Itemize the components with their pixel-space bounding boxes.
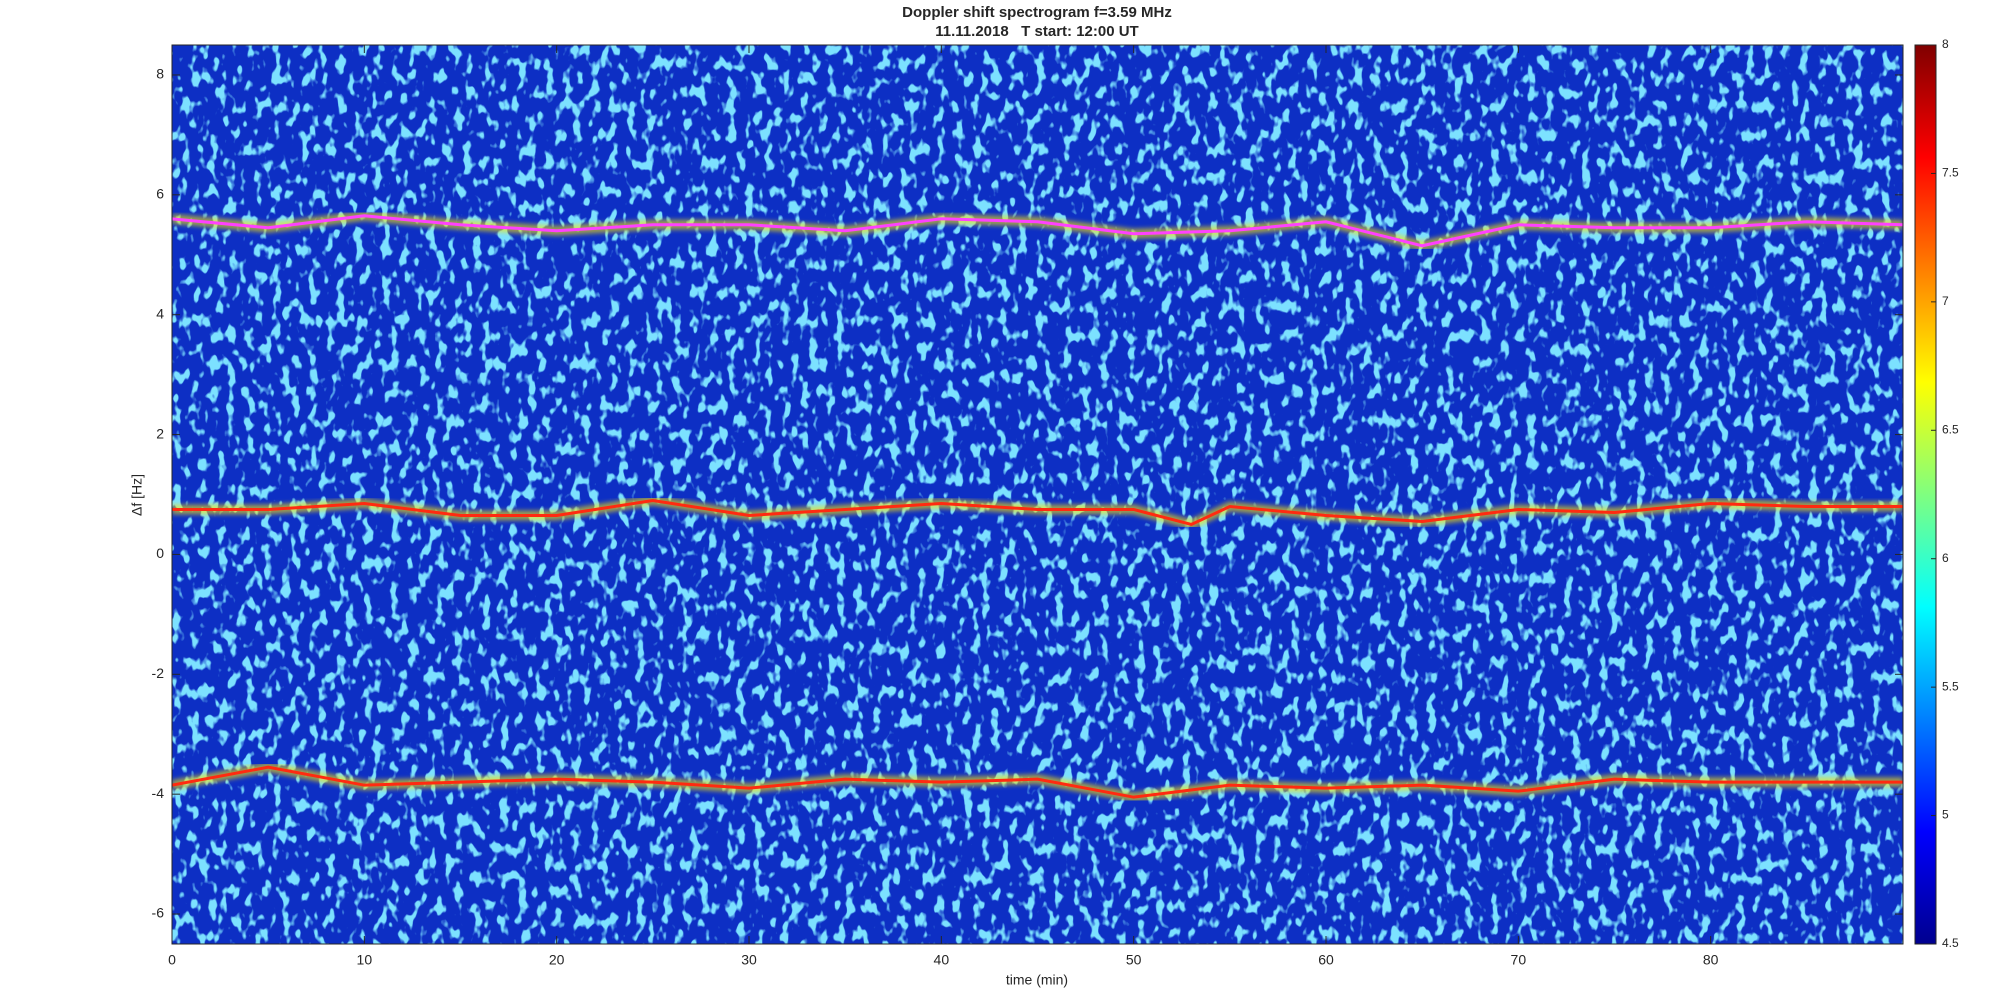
trace-line — [172, 214, 1903, 248]
x-tick-label: 40 — [934, 952, 950, 968]
y-tick-label: -4 — [152, 785, 165, 801]
chart-subtitle: 11.11.2018 T start: 12:00 UT — [935, 23, 1138, 40]
x-tick-label: 10 — [357, 952, 373, 968]
y-tick-label: 6 — [156, 186, 164, 202]
x-tick-label: 30 — [741, 952, 757, 968]
y-axis-label: Δf [Hz] — [129, 474, 145, 516]
x-tick-label: 60 — [1318, 952, 1334, 968]
colorbar-tick-label: 7 — [1942, 294, 1949, 308]
spectrogram-noise — [172, 45, 1903, 944]
x-tick-label: 0 — [168, 952, 176, 968]
trace-line — [172, 498, 1903, 527]
y-tick-label: 0 — [156, 545, 164, 561]
y-tick-label: 4 — [156, 305, 164, 321]
x-tick-label: 20 — [549, 952, 565, 968]
trace-line — [172, 765, 1903, 799]
colorbar-tick-label: 6 — [1942, 551, 1949, 565]
colorbar-tick-label: 6.5 — [1942, 422, 1959, 436]
x-tick-label: 70 — [1511, 952, 1527, 968]
x-tick-label: 50 — [1126, 952, 1142, 968]
chart-title: Doppler shift spectrogram f=3.59 MHz — [902, 4, 1172, 21]
y-tick-label: 2 — [156, 425, 164, 441]
colorbar-tick-label: 5 — [1942, 808, 1949, 822]
x-axis-label: time (min) — [1006, 972, 1068, 988]
y-tick-label: -6 — [152, 905, 165, 921]
y-tick-label: -2 — [152, 665, 165, 681]
colorbar-tick-label: 7.5 — [1942, 166, 1959, 180]
colorbar-tick-label: 5.5 — [1942, 679, 1959, 693]
colorbar-tick-label: 8 — [1942, 37, 1949, 51]
x-tick-label: 80 — [1703, 952, 1719, 968]
y-tick-label: 8 — [156, 66, 164, 82]
colorbar — [1914, 44, 1937, 945]
colorbar-tick-label: 4.5 — [1942, 936, 1959, 950]
plot-frame — [171, 44, 1904, 945]
